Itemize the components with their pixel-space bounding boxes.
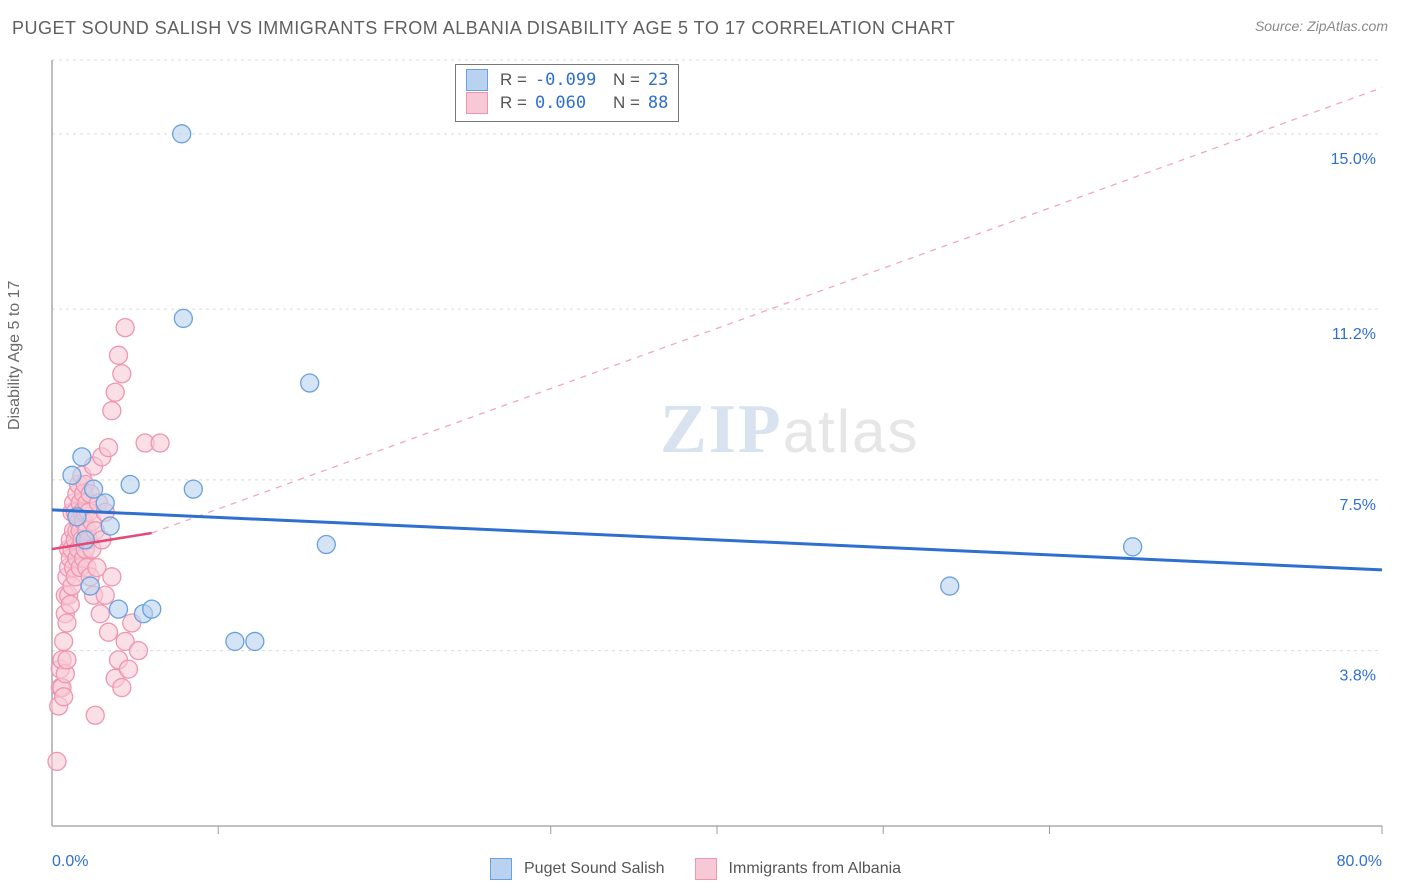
r-value: -0.099 <box>535 69 605 92</box>
svg-text:11.2%: 11.2% <box>1332 326 1376 343</box>
n-label: N = <box>613 69 640 92</box>
svg-text:7.5%: 7.5% <box>1340 497 1376 514</box>
svg-text:15.0%: 15.0% <box>1331 151 1376 168</box>
legend-item: Puget Sound Salish <box>490 858 665 880</box>
series-swatch <box>490 858 512 880</box>
legend-label: Puget Sound Salish <box>524 860 665 878</box>
n-value: 23 <box>648 69 668 92</box>
r-label: R = <box>500 69 527 92</box>
n-label: N = <box>613 92 640 115</box>
svg-text:3.8%: 3.8% <box>1340 668 1376 685</box>
legend-label: Immigrants from Albania <box>729 860 902 878</box>
r-value: 0.060 <box>535 92 605 115</box>
stats-row: R = 0.060 N = 88 <box>466 92 668 115</box>
svg-text:80.0%: 80.0% <box>1337 853 1382 870</box>
series-legend: Puget Sound Salish Immigrants from Albani… <box>490 858 901 880</box>
chart-canvas: 3.8% 7.5% 11.2% 15.0% 0.0% 80.0% <box>0 0 1406 892</box>
n-value: 88 <box>648 92 668 115</box>
legend-item: Immigrants from Albania <box>695 858 902 880</box>
series-swatch <box>466 92 488 114</box>
series-swatch <box>695 858 717 880</box>
r-label: R = <box>500 92 527 115</box>
stats-legend: R = -0.099 N = 23 R = 0.060 N = 88 <box>455 64 679 122</box>
svg-text:0.0%: 0.0% <box>52 853 88 870</box>
stats-row: R = -0.099 N = 23 <box>466 69 668 92</box>
series-swatch <box>466 69 488 91</box>
